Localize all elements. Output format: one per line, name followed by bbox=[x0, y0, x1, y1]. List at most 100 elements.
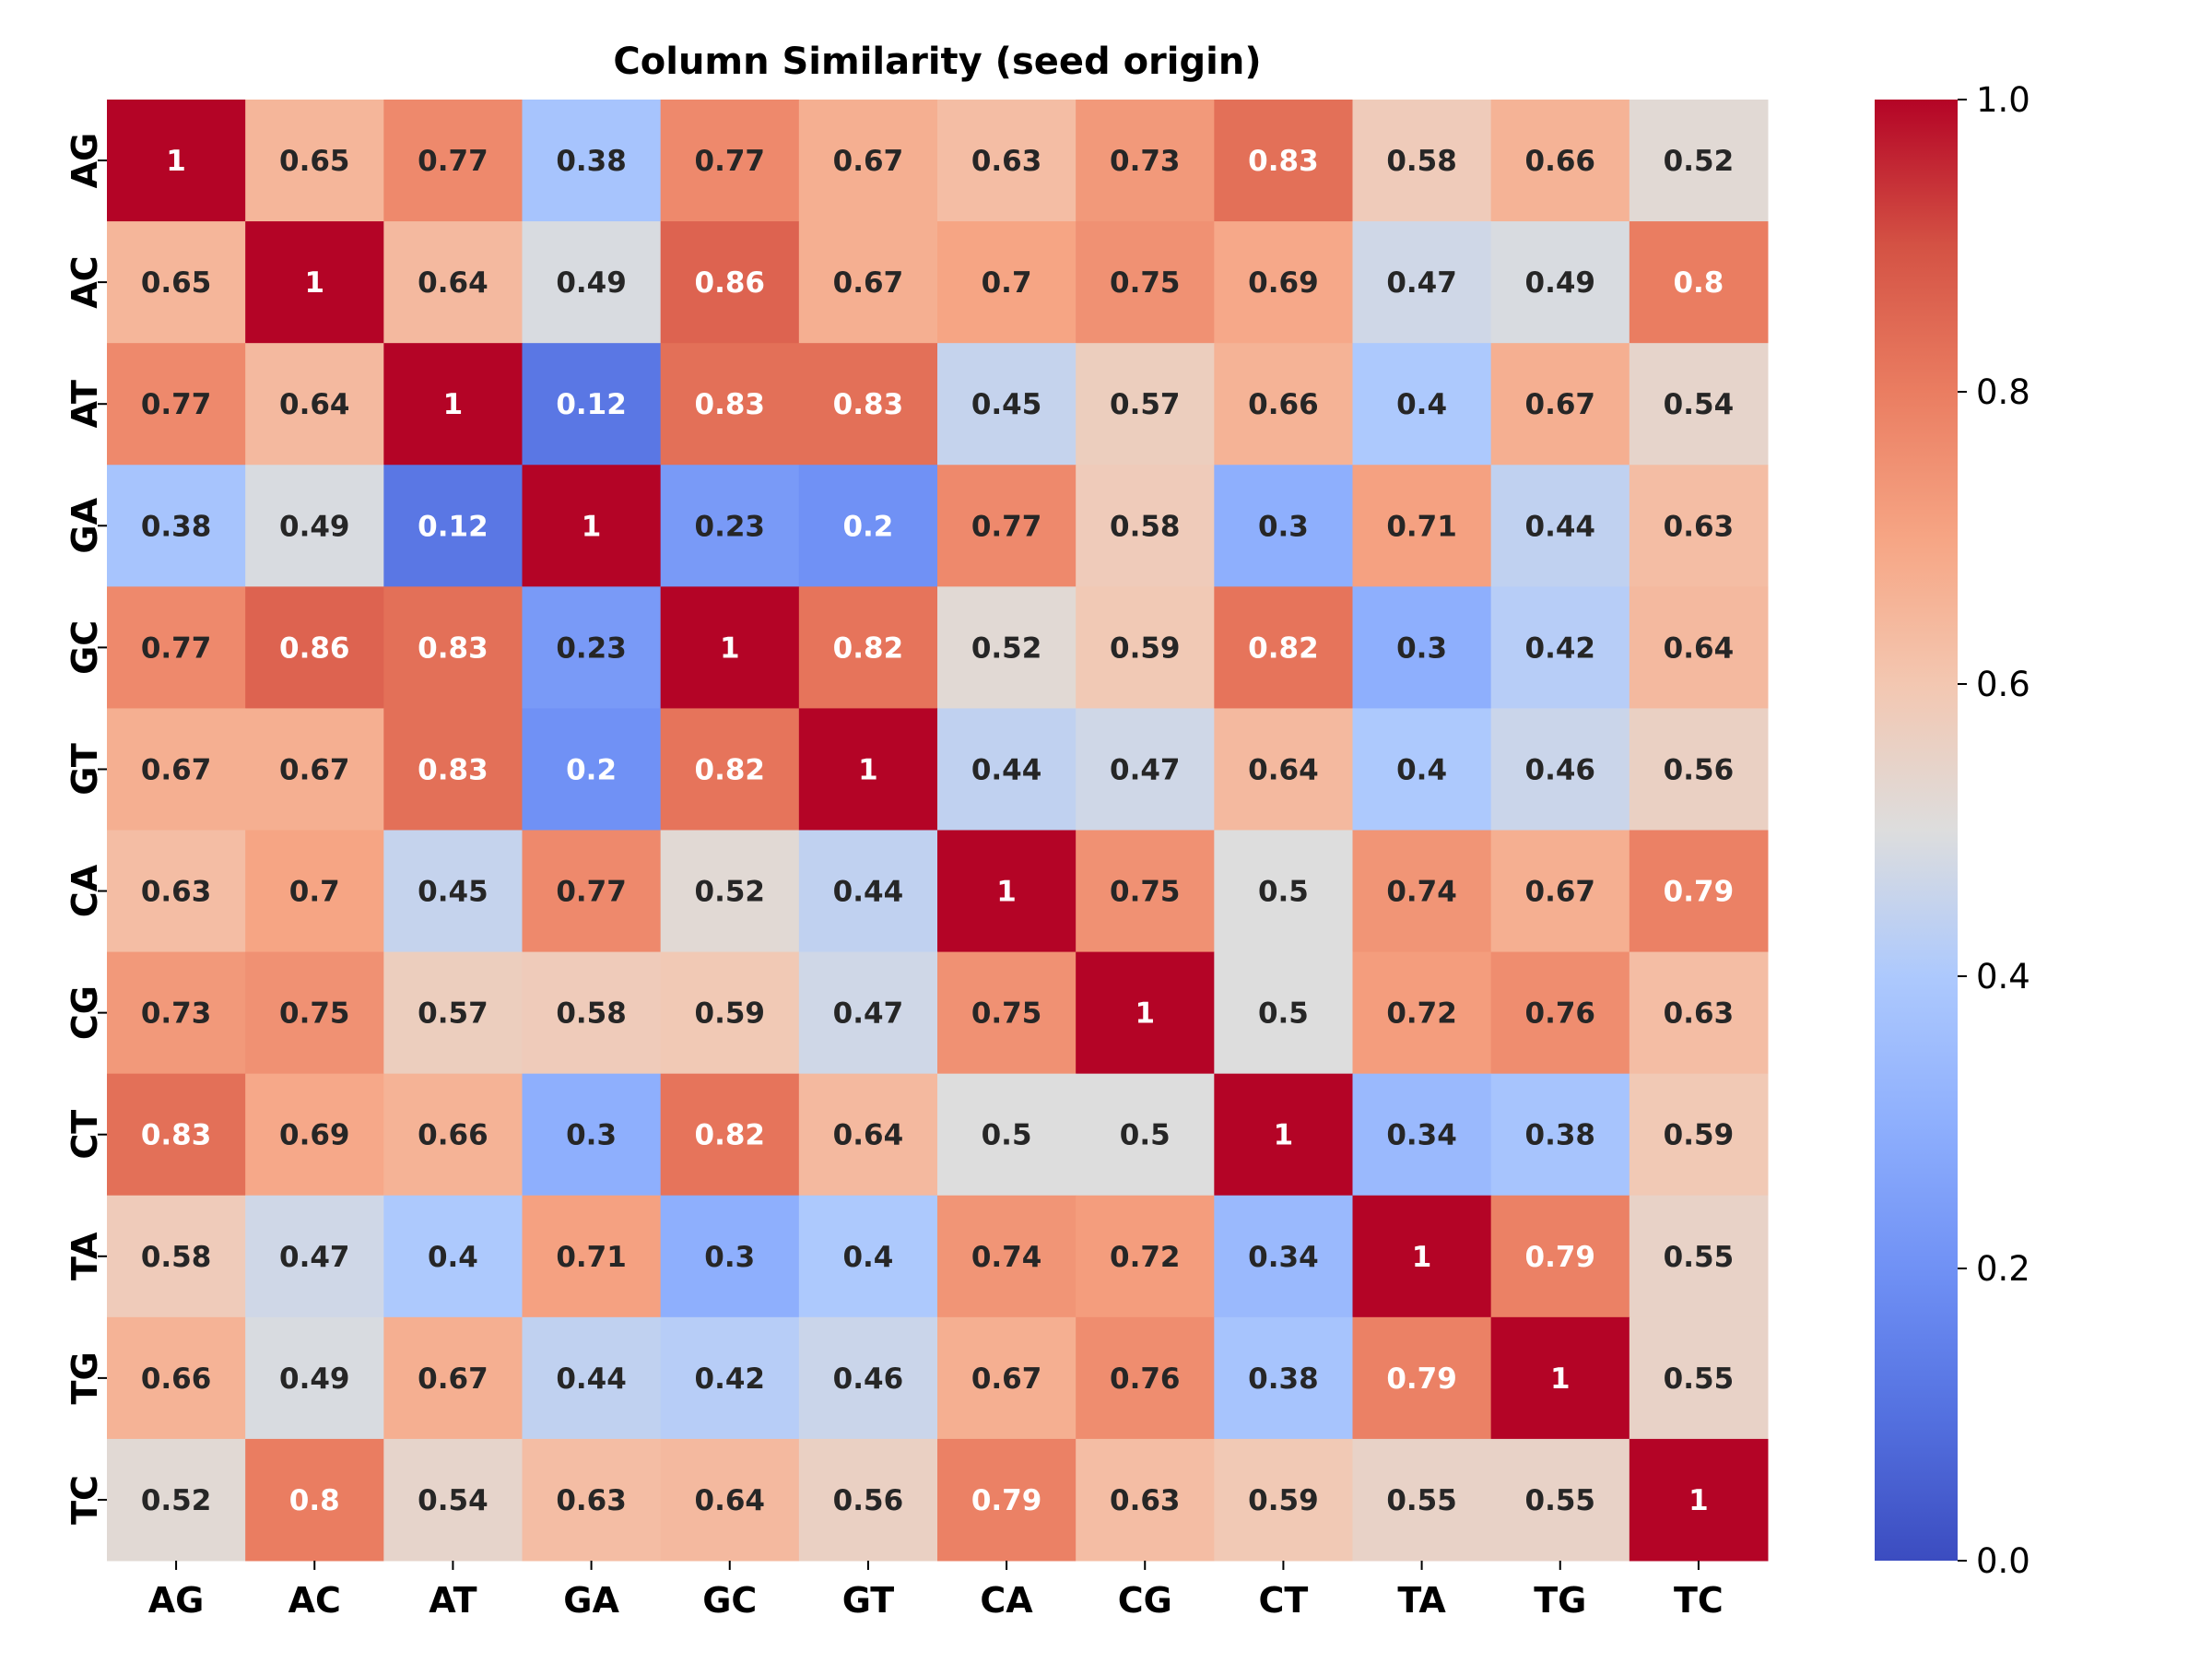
cell-value-label: 1 bbox=[443, 388, 464, 421]
cell-value-label: 0.2 bbox=[566, 753, 617, 786]
heatmap-cell bbox=[660, 1438, 800, 1562]
heatmap-cell bbox=[107, 951, 246, 1075]
x-tick-label: TA bbox=[1397, 1580, 1446, 1621]
heatmap-cell bbox=[798, 1316, 938, 1440]
cell-value-label: 0.4 bbox=[1396, 388, 1447, 421]
heatmap-cell bbox=[1629, 343, 1769, 466]
heatmap-cell bbox=[1490, 465, 1630, 587]
cell-value-label: 0.2 bbox=[842, 510, 893, 543]
heatmap-cell bbox=[937, 1316, 1077, 1440]
heatmap-cell bbox=[937, 1438, 1077, 1562]
y-tick-label: AC bbox=[65, 255, 105, 308]
heatmap-cell bbox=[660, 343, 800, 466]
cell-value-label: 0.64 bbox=[833, 1119, 904, 1152]
heatmap-cell bbox=[1629, 951, 1769, 1075]
cell-value-label: 0.75 bbox=[279, 997, 350, 1031]
y-tick-label: GT bbox=[65, 743, 105, 796]
cell-value-label: 0.67 bbox=[279, 753, 350, 786]
heatmap-cell bbox=[1352, 1316, 1492, 1440]
cell-value-label: 0.45 bbox=[971, 388, 1042, 421]
cell-value-label: 0.65 bbox=[141, 266, 212, 300]
heatmap-cell bbox=[1490, 100, 1630, 222]
cell-value-label: 0.7 bbox=[982, 266, 1032, 300]
cell-value-label: 0.67 bbox=[833, 266, 904, 300]
y-tick-label: CT bbox=[65, 1110, 105, 1160]
heatmap-cell bbox=[1490, 221, 1630, 344]
heatmap-cell bbox=[383, 708, 523, 831]
y-tick-label: AG bbox=[65, 133, 105, 189]
cell-value-label: 0.38 bbox=[1248, 1362, 1319, 1396]
heatmap-cell bbox=[937, 1195, 1077, 1318]
cell-value-label: 0.7 bbox=[289, 876, 340, 909]
cell-value-label: 0.63 bbox=[1110, 1484, 1181, 1517]
heatmap-cell bbox=[245, 951, 384, 1075]
heatmap-cell bbox=[1214, 221, 1353, 344]
cell-value-label: 0.49 bbox=[279, 510, 350, 543]
cell-value-label: 0.77 bbox=[141, 388, 212, 421]
heatmap-cell bbox=[660, 951, 800, 1075]
heatmap-cell bbox=[245, 708, 384, 831]
x-tick-label: CA bbox=[980, 1580, 1033, 1621]
heatmap-cell bbox=[1076, 343, 1215, 466]
x-tick-label: AT bbox=[429, 1580, 477, 1621]
cell-value-label: 1 bbox=[1688, 1484, 1709, 1517]
cell-value-label: 0.86 bbox=[695, 266, 766, 300]
cell-value-label: 0.67 bbox=[971, 1362, 1042, 1396]
cell-value-label: 0.83 bbox=[141, 1119, 212, 1152]
cell-value-label: 0.54 bbox=[418, 1484, 488, 1517]
heatmap-cell bbox=[245, 1073, 384, 1197]
cell-value-label: 0.12 bbox=[556, 388, 627, 421]
cell-value-label: 0.23 bbox=[556, 631, 627, 665]
cell-value-label: 0.52 bbox=[1664, 145, 1735, 178]
heatmap-cell bbox=[1352, 100, 1492, 222]
cell-value-label: 0.77 bbox=[556, 876, 627, 909]
cell-value-label: 0.77 bbox=[695, 145, 766, 178]
heatmap-cell bbox=[107, 1195, 246, 1318]
heatmap-cell bbox=[1214, 100, 1353, 222]
cell-value-label: 0.42 bbox=[695, 1362, 766, 1396]
cell-value-label: 0.47 bbox=[1386, 266, 1457, 300]
heatmap-cell bbox=[107, 1438, 246, 1562]
heatmap-cell bbox=[383, 586, 523, 709]
y-tick-label: AT bbox=[65, 380, 105, 428]
cell-value-label: 0.5 bbox=[982, 1119, 1032, 1152]
heatmap-cell bbox=[1352, 1195, 1492, 1318]
heatmap-cell bbox=[522, 1073, 662, 1197]
heatmap-cell bbox=[383, 1073, 523, 1197]
cell-value-label: 0.57 bbox=[418, 997, 488, 1031]
cell-value-label: 0.47 bbox=[833, 997, 904, 1031]
cell-value-label: 0.49 bbox=[279, 1362, 350, 1396]
cell-value-label: 0.67 bbox=[418, 1362, 488, 1396]
cell-value-label: 0.63 bbox=[1664, 997, 1735, 1031]
cell-value-label: 0.86 bbox=[279, 631, 350, 665]
cell-value-label: 0.79 bbox=[1664, 876, 1735, 909]
cell-value-label: 0.66 bbox=[1525, 145, 1596, 178]
heatmap-cell bbox=[1352, 708, 1492, 831]
cell-value-label: 0.63 bbox=[1664, 510, 1735, 543]
heatmap-cell bbox=[107, 1073, 246, 1197]
chart-title: Column Similarity (seed origin) bbox=[613, 41, 1261, 83]
heatmap-cell bbox=[1214, 1073, 1353, 1197]
cell-value-label: 0.3 bbox=[1258, 510, 1309, 543]
cell-value-label: 0.3 bbox=[704, 1241, 755, 1274]
y-tick-label: TG bbox=[65, 1351, 105, 1404]
heatmap-cell bbox=[522, 708, 662, 831]
cell-value-label: 0.3 bbox=[1396, 631, 1447, 665]
heatmap-cell bbox=[1214, 951, 1353, 1075]
y-axis: AG AC AT GA GC GT CA CG CT TA TG TC bbox=[65, 133, 107, 1525]
heatmap-cell bbox=[107, 100, 246, 222]
heatmap-cell bbox=[937, 586, 1077, 709]
heatmap-cell bbox=[937, 100, 1077, 222]
cell-value-label: 0.4 bbox=[1396, 753, 1447, 786]
cell-value-label: 1 bbox=[582, 510, 602, 543]
heatmap-cell bbox=[1629, 708, 1769, 831]
heatmap-cell bbox=[245, 343, 384, 466]
heatmap-cell bbox=[798, 708, 938, 831]
heatmap-cell bbox=[383, 221, 523, 344]
cell-value-label: 0.64 bbox=[1664, 631, 1735, 665]
cell-value-label: 0.79 bbox=[1525, 1241, 1596, 1274]
cell-value-label: 1 bbox=[1135, 997, 1155, 1031]
cell-value-label: 0.63 bbox=[556, 1484, 627, 1517]
heatmap-cell bbox=[937, 465, 1077, 587]
